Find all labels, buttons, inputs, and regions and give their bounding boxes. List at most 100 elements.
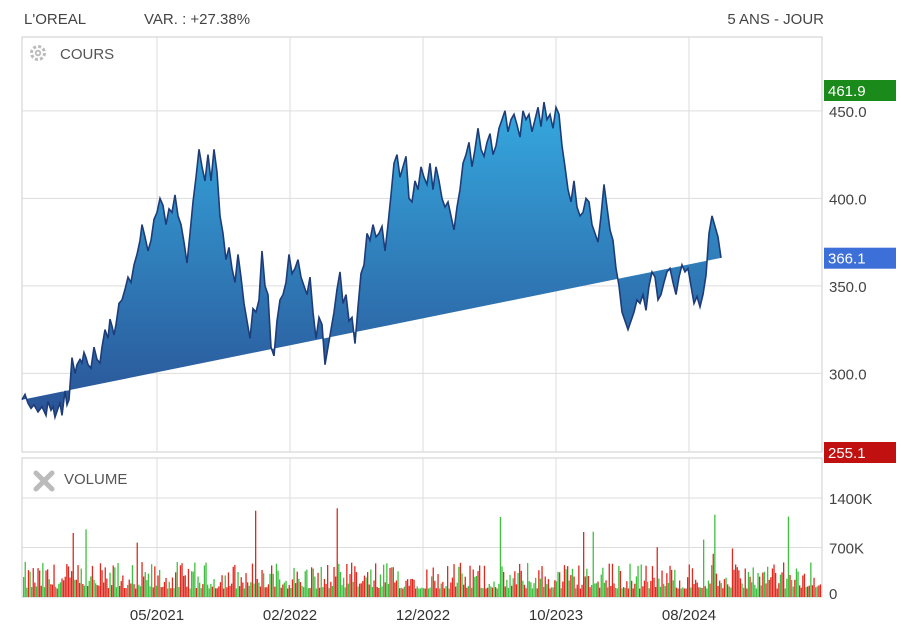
volume-bar (629, 563, 631, 597)
volume-bar (787, 516, 790, 597)
volume-bar (357, 586, 359, 597)
volume-bar (91, 565, 94, 597)
volume-bar (229, 585, 231, 597)
volume-bar (168, 581, 170, 597)
volume-bar (613, 583, 615, 597)
volume-bar (40, 585, 42, 597)
volume-bar (525, 588, 527, 597)
volume-bar (722, 588, 724, 597)
volume-bar (616, 588, 618, 597)
close-icon[interactable] (33, 470, 55, 492)
volume-bar (90, 576, 92, 597)
volume-bar (235, 588, 238, 597)
volume-bar (693, 584, 695, 597)
volume-bar (653, 577, 655, 597)
volume-bar (330, 581, 332, 597)
volume-bar (283, 582, 286, 597)
volume-bar (511, 585, 513, 597)
volume-bar (499, 517, 502, 597)
volume-bar (715, 573, 718, 597)
volume-bar (69, 577, 71, 597)
volume-bar (615, 587, 617, 597)
variation-text: VAR. : +27.38% (144, 11, 251, 28)
volume-bar (427, 588, 430, 597)
volume-bar (106, 578, 108, 597)
volume-bar (749, 576, 751, 597)
volume-bar (200, 588, 202, 597)
volume-bar (791, 580, 793, 597)
volume-bar (61, 578, 63, 597)
volume-bar (442, 581, 444, 597)
volume-bar (498, 583, 500, 597)
volume-bar (183, 575, 185, 597)
last-badge (824, 247, 896, 269)
volume-bar (271, 565, 273, 597)
volume-bar (399, 588, 401, 597)
volume-bar (34, 582, 36, 597)
volume-bar (146, 580, 148, 597)
volume-bar (776, 588, 778, 597)
volume-bar (418, 588, 420, 597)
volume-bar (586, 568, 588, 597)
volume-bar (642, 586, 644, 597)
volume-bar (195, 588, 198, 597)
volume-bar (135, 588, 137, 597)
volume-bar (245, 573, 247, 597)
volume-bar (480, 587, 482, 597)
volume-bar (248, 585, 250, 597)
volume-bar (408, 585, 410, 597)
volume-bar (661, 570, 663, 597)
gear-icon[interactable] (30, 45, 46, 61)
volume-bar (403, 586, 406, 597)
volume-bar (595, 583, 598, 597)
volume-bar (383, 564, 385, 597)
volume-bar (66, 564, 68, 597)
volume-bar (727, 584, 729, 597)
volume-bar (272, 573, 274, 597)
volume-bar (504, 586, 506, 597)
volume-bar (311, 567, 313, 597)
volume-bar (607, 587, 609, 597)
volume-bar (339, 572, 342, 597)
volume-bar (755, 588, 758, 597)
volume-bar (189, 588, 191, 597)
volume-bar (744, 568, 746, 597)
volume-bar (130, 583, 132, 597)
volume-bar (285, 580, 287, 597)
volume-bar (290, 588, 292, 597)
volume-bar (647, 581, 649, 597)
volume-bar (48, 579, 50, 597)
period-selector[interactable]: 5 ANS - JOUR (727, 11, 824, 28)
volume-bar (352, 581, 354, 597)
volume-bar (547, 579, 550, 597)
volume-bar (64, 576, 66, 597)
volume-bar (818, 585, 820, 597)
volume-bar (323, 579, 326, 597)
volume-bar (519, 563, 521, 597)
volume-bar (819, 584, 822, 597)
volume-bar (368, 584, 370, 597)
volume-bar (411, 578, 414, 597)
volume-bar (315, 588, 318, 597)
volume-bar (184, 575, 186, 597)
volume-bar (522, 580, 524, 597)
volume-bar (546, 584, 548, 597)
volume-bar (751, 582, 753, 597)
volume-bar (336, 508, 338, 597)
volume-bar (415, 588, 417, 597)
volume-bar (578, 565, 580, 597)
volume-bar (618, 566, 620, 597)
volume-bar (197, 576, 199, 597)
volume-bar (447, 566, 449, 597)
volume-bar (640, 564, 642, 597)
volume-bar (467, 586, 470, 597)
volume-bar (127, 584, 129, 597)
volume-bar (456, 582, 458, 597)
volume-bar (26, 587, 28, 597)
volume-bar (386, 563, 388, 597)
volume-bar (631, 580, 633, 597)
volume-bar (743, 587, 745, 597)
volume-panel-label: VOLUME (64, 471, 127, 488)
volume-bar (109, 572, 111, 597)
